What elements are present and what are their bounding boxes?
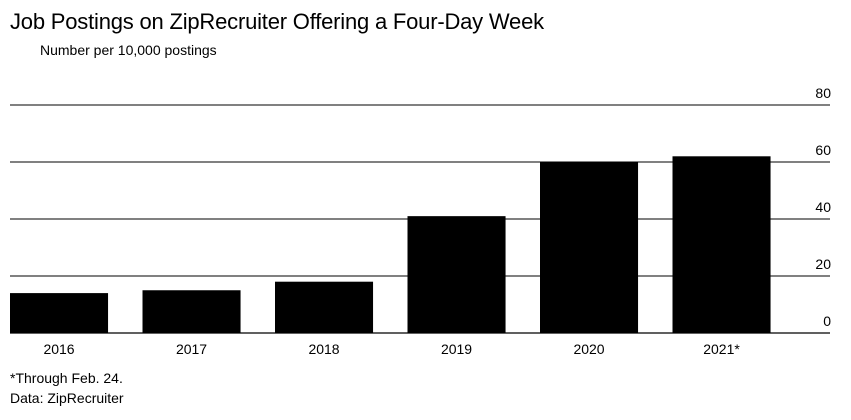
- y-tick-label: 0: [823, 313, 831, 329]
- y-axis-ticks: 0 20 40 60 80: [815, 85, 831, 329]
- x-tick-label: 2020: [573, 341, 604, 357]
- x-tick-label: 2019: [441, 341, 472, 357]
- y-tick-label: 80: [815, 85, 831, 101]
- chart-title: Job Postings on ZipRecruiter Offering a …: [10, 9, 544, 34]
- bar-2018: [275, 281, 374, 333]
- x-tick-label: 2016: [43, 341, 74, 357]
- bar-2021: [672, 156, 771, 333]
- y-tick-label: 20: [815, 256, 831, 272]
- bar-chart: 0 20 40 60 80 2016 2017 2018 2019 2020 2021*: [10, 85, 831, 357]
- source-note: Data: ZipRecruiter: [10, 390, 124, 406]
- bar-2019: [407, 216, 506, 333]
- bar-2017: [142, 290, 241, 333]
- x-tick-label: 2017: [176, 341, 207, 357]
- x-axis-ticks: 2016 2017 2018 2019 2020 2021*: [43, 341, 740, 357]
- footnote: *Through Feb. 24.: [10, 370, 123, 386]
- x-tick-label: 2021*: [703, 341, 740, 357]
- bars: [10, 156, 771, 333]
- y-tick-label: 60: [815, 142, 831, 158]
- y-tick-label: 40: [815, 199, 831, 215]
- x-tick-label: 2018: [308, 341, 339, 357]
- bar-2020: [540, 162, 639, 333]
- bar-2016: [10, 293, 109, 333]
- chart-subtitle: Number per 10,000 postings: [40, 42, 217, 58]
